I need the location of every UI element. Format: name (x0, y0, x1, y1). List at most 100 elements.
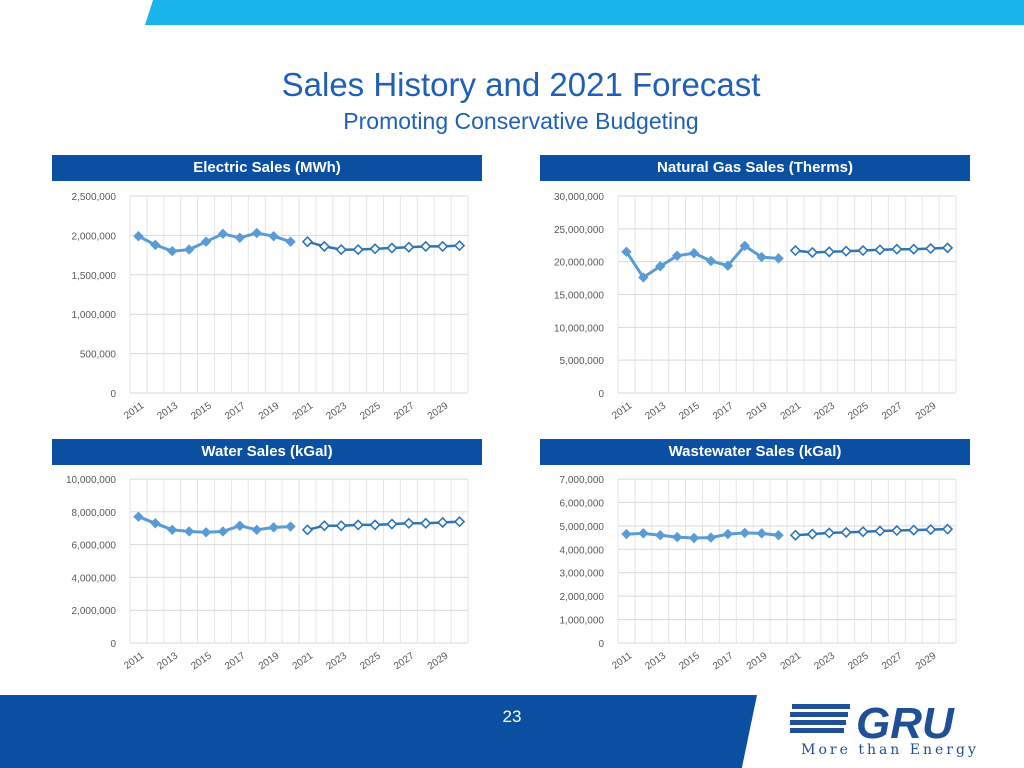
footer-blue-band (0, 695, 757, 768)
forecast-data-point (437, 516, 449, 529)
y-tick-label: 4,000,000 (560, 545, 605, 556)
history-series-line (625, 244, 779, 279)
x-tick-label: 2011 (610, 400, 634, 422)
history-data-point (167, 245, 178, 257)
natural-gas-sales-chart: 0 5,000,000 10,000,000 15,000,000 20,000,000… (540, 185, 970, 433)
history-data-point (234, 232, 246, 243)
gru-logo-mark: GRU (786, 699, 955, 748)
forecast-data-point (453, 240, 466, 252)
history-data-point (655, 530, 666, 541)
x-tick-label: 2017 (223, 400, 248, 422)
x-tick-label: 2027 (392, 400, 417, 422)
y-tick-label: 30,000,000 (554, 192, 604, 203)
y-tick-label: 10,000,000 (66, 475, 116, 486)
x-tick-label: 2025 (358, 650, 383, 672)
chart-title-wastewater: Wastewater Sales (kGal) (540, 439, 970, 465)
y-tick-label: 0 (110, 389, 116, 400)
gru-logo-text: GRU (856, 699, 955, 742)
forecast-data-point (908, 524, 920, 536)
history-data-point (621, 528, 632, 540)
page-subtitle: Promoting Conservative Budgeting (343, 108, 699, 134)
history-data-point (773, 530, 784, 541)
y-tick-label: 5,000,000 (560, 522, 605, 533)
x-tick-label: 2021 (779, 650, 804, 672)
x-tick-label: 2027 (880, 400, 905, 422)
y-tick-label: 2,000,000 (72, 606, 117, 617)
x-tick-label: 2013 (643, 650, 668, 672)
x-tick-label: 2019 (745, 400, 770, 422)
x-tick-label: 2021 (291, 400, 316, 422)
history-series-line (137, 515, 291, 534)
x-tick-label: 2019 (745, 650, 770, 672)
forecast-data-point (941, 523, 954, 535)
x-tick-label: 2013 (155, 650, 180, 672)
x-tick-label: 2021 (291, 650, 316, 672)
forecast-data-point (437, 240, 449, 253)
y-tick-label: 6,000,000 (560, 498, 605, 509)
y-tick-label: 20,000,000 (554, 258, 604, 269)
y-tick-label: 10,000,000 (554, 323, 604, 334)
history-data-point (234, 520, 246, 531)
chart-title-gas: Natural Gas Sales (Therms) (540, 155, 970, 181)
x-tick-label: 2015 (677, 650, 702, 672)
chart-title-electric: Electric Sales (MWh) (52, 155, 482, 181)
history-data-point (268, 230, 279, 242)
forecast-series-line (307, 520, 460, 532)
x-tick-label: 2023 (324, 650, 349, 672)
forecast-data-point (874, 525, 886, 537)
forecast-data-point (386, 518, 398, 530)
history-data-point (688, 532, 700, 544)
history-data-point (756, 251, 767, 263)
y-tick-label: 6,000,000 (72, 541, 117, 552)
history-data-point (671, 531, 683, 543)
history-data-point (688, 247, 700, 259)
y-tick-label: 15,000,000 (554, 291, 604, 302)
x-tick-label: 2017 (711, 400, 736, 422)
history-data-point (183, 244, 195, 255)
history-data-point (671, 250, 683, 261)
forecast-data-point (823, 527, 835, 539)
footer-bar: 23 GRU More than Energy (0, 695, 1024, 768)
x-tick-label: 2029 (914, 650, 939, 672)
history-data-point (200, 236, 212, 247)
history-data-point (268, 522, 279, 533)
history-data-point (739, 527, 750, 539)
history-data-point (217, 526, 229, 537)
history-data-point (251, 524, 262, 536)
y-tick-label: 0 (598, 389, 604, 400)
water-sales-chart: 0 2,000,000 4,000,000 6,000,000 8,000,000 10,… (52, 468, 482, 683)
page-title: Sales History and 2021 Forecast (281, 66, 761, 103)
forecast-data-point (874, 244, 886, 256)
x-tick-label: 2015 (189, 650, 214, 672)
forecast-data-point (908, 243, 920, 255)
history-data-point (621, 246, 632, 258)
x-tick-label: 2019 (257, 650, 282, 672)
forecast-data-point (840, 245, 852, 257)
y-tick-label: 1,500,000 (72, 271, 117, 282)
history-data-point (739, 240, 750, 252)
x-tick-label: 2029 (914, 400, 939, 422)
x-tick-label: 2023 (812, 650, 837, 672)
x-tick-label: 2011 (122, 650, 146, 672)
history-series-line (626, 531, 779, 540)
x-tick-label: 2025 (846, 400, 871, 422)
forecast-data-point (453, 516, 466, 528)
history-data-point (217, 228, 229, 240)
x-tick-label: 2023 (812, 400, 837, 422)
forecast-data-point (789, 244, 802, 257)
history-data-point (285, 521, 296, 532)
history-data-point (773, 253, 784, 264)
history-data-point (183, 526, 195, 537)
forecast-data-point (301, 524, 314, 536)
forecast-data-point (301, 236, 314, 248)
x-tick-label: 2013 (643, 400, 668, 422)
history-data-point (200, 527, 212, 538)
forecast-data-point (806, 528, 818, 540)
x-tick-label: 2017 (711, 650, 736, 672)
history-data-point (251, 227, 262, 239)
y-tick-label: 0 (598, 639, 604, 650)
chart-title-water: Water Sales (kGal) (52, 439, 482, 465)
forecast-data-point (369, 519, 381, 531)
forecast-data-point (420, 517, 432, 529)
x-tick-label: 2011 (610, 650, 634, 672)
